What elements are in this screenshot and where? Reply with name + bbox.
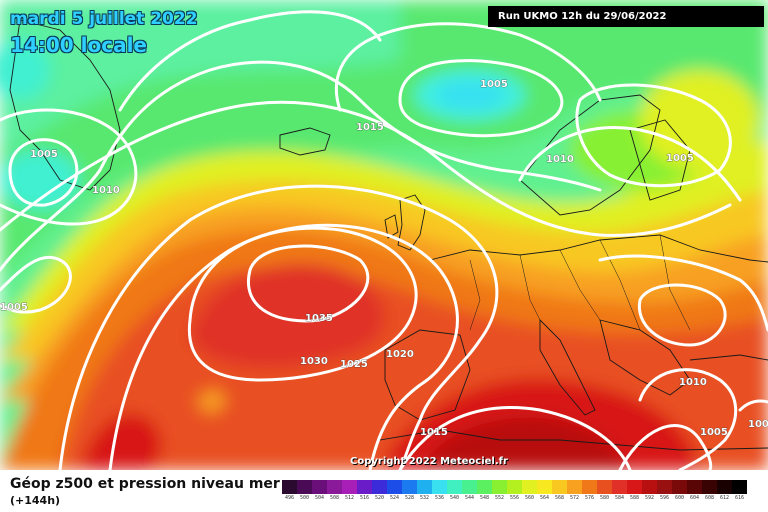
color-field <box>0 0 768 470</box>
scale-value: 556 <box>509 495 520 501</box>
scale-swatch <box>372 480 387 494</box>
scale-value: 548 <box>479 495 490 501</box>
isobar-label: 1005 <box>480 79 508 90</box>
scale-swatch <box>522 480 537 494</box>
scale-value: 600 <box>674 495 685 501</box>
isobar-labels: 1005 1015 1005 1010 1005 1010 1035 1030 … <box>0 79 768 439</box>
scale-value: 528 <box>404 495 415 501</box>
legend-footer: Géop z500 et pression niveau mer (+144h)… <box>0 470 768 512</box>
scale-swatch <box>582 480 597 494</box>
color-scale-labels: 496 500 504 508 512 516 520 524 528 532 536 540 544 5… <box>282 494 747 502</box>
scale-swatch <box>537 480 552 494</box>
scale-value: 572 <box>569 495 580 501</box>
scale-value: 584 <box>614 495 625 501</box>
copyright: Copyright 2022 Meteociel.fr <box>350 456 508 467</box>
run-badge: Run UKMO 12h du 29/06/2022 <box>488 6 764 27</box>
scale-swatch <box>672 480 687 494</box>
scale-swatch <box>387 480 402 494</box>
scale-value: 532 <box>419 495 430 501</box>
scale-value: 588 <box>629 495 640 501</box>
isobars <box>0 10 768 470</box>
scale-swatch <box>492 480 507 494</box>
scale-value: 592 <box>644 495 655 501</box>
scale-value: 536 <box>434 495 445 501</box>
scale-value: 580 <box>599 495 610 501</box>
scale-value: 604 <box>689 495 700 501</box>
scale-value: 612 <box>719 495 730 501</box>
scale-swatch <box>327 480 342 494</box>
scale-swatch <box>732 480 747 494</box>
isobar-label: 1010 <box>679 377 707 388</box>
forecast-time: 14:00 locale <box>10 33 147 57</box>
scale-value: 616 <box>734 495 745 501</box>
scale-swatch <box>432 480 447 494</box>
isobar-label: 1005 <box>30 149 58 160</box>
scale-value: 516 <box>359 495 370 501</box>
legend-subtitle: (+144h) <box>10 494 61 507</box>
scale-swatch <box>417 480 432 494</box>
scale-value: 552 <box>494 495 505 501</box>
scale-value: 500 <box>299 495 310 501</box>
isobar-label: 1010 <box>546 154 574 165</box>
coastlines <box>9 19 768 451</box>
isobar-label: 1010 <box>92 185 120 196</box>
scale-swatch <box>357 480 372 494</box>
isobar-label: 1025 <box>340 359 368 370</box>
weather-map: 1005 1015 1005 1010 1005 1010 1035 1030 … <box>0 0 768 470</box>
scale-swatch <box>567 480 582 494</box>
color-scale: 496 500 504 508 512 516 520 524 528 532 536 540 544 5… <box>282 480 747 502</box>
forecast-date: mardi 5 juillet 2022 <box>10 9 198 29</box>
scale-swatch <box>447 480 462 494</box>
scale-value: 504 <box>314 495 325 501</box>
scale-swatch <box>477 480 492 494</box>
scale-swatch <box>342 480 357 494</box>
scale-value: 524 <box>389 495 400 501</box>
isobar-label: 1035 <box>305 313 333 324</box>
scale-value: 568 <box>554 495 565 501</box>
isobar-label: 1020 <box>386 349 414 360</box>
scale-value: 512 <box>344 495 355 501</box>
scale-value: 520 <box>374 495 385 501</box>
scale-value: 608 <box>704 495 715 501</box>
isobar-label: 1005 <box>666 153 694 164</box>
isobar-label: 1015 <box>356 122 384 133</box>
scale-value: 596 <box>659 495 670 501</box>
scale-swatch <box>657 480 672 494</box>
scale-swatch <box>687 480 702 494</box>
geopotential-field: 1005 1015 1005 1010 1005 1010 1035 1030 … <box>0 0 768 470</box>
legend-title: Géop z500 et pression niveau mer <box>10 476 280 492</box>
scale-swatch <box>297 480 312 494</box>
isobar-label: 1005 <box>700 427 728 438</box>
scale-swatch <box>282 480 297 494</box>
scale-swatch <box>717 480 732 494</box>
scale-swatch <box>552 480 567 494</box>
isobar-label: 1000 <box>748 419 768 430</box>
scale-swatch <box>612 480 627 494</box>
scale-value: 540 <box>449 495 460 501</box>
scale-swatch <box>642 480 657 494</box>
scale-swatch <box>702 480 717 494</box>
scale-swatch <box>402 480 417 494</box>
color-scale-swatches <box>282 480 747 494</box>
isobar-label: 1005 <box>0 302 28 313</box>
scale-swatch <box>312 480 327 494</box>
scale-swatch <box>597 480 612 494</box>
scale-value: 560 <box>524 495 535 501</box>
isobar-label: 1030 <box>300 356 328 367</box>
scale-value: 576 <box>584 495 595 501</box>
scale-value: 544 <box>464 495 475 501</box>
isobar-label: 1015 <box>420 427 448 438</box>
scale-swatch <box>507 480 522 494</box>
scale-swatch <box>627 480 642 494</box>
scale-swatch <box>462 480 477 494</box>
scale-value: 508 <box>329 495 340 501</box>
scale-value: 564 <box>539 495 550 501</box>
scale-value: 496 <box>284 495 295 501</box>
